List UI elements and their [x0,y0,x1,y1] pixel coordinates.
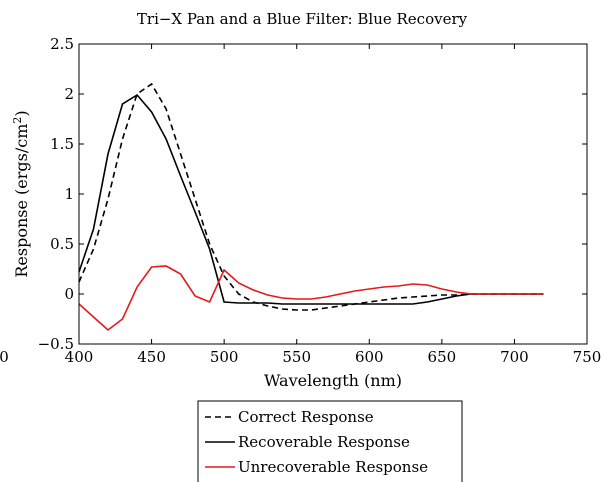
series-line-3 [78,265,544,332]
y-tick-label: 0 [64,285,74,303]
y-tick-label: 2 [64,85,74,103]
x-tick-label: 650 [428,348,457,366]
y-tick-label: −0.5 [38,335,74,353]
y-tick-label: 0.5 [50,235,74,253]
stray-tick-label: 0 [0,348,9,366]
x-tick-label: 450 [137,348,166,366]
x-tick-label: 750 [573,348,602,366]
x-tick-label: 400 [65,348,94,366]
x-axis-label: Wavelength (nm) [264,371,402,390]
legend-label-2: Recoverable Response [238,433,410,451]
series-line-2 [78,93,544,305]
y-axis-label-main: Response (ergs/cm [12,124,31,278]
y-tick-label: 1.5 [50,135,74,153]
y-tick-label: 2.5 [50,35,74,53]
x-tick-label: 550 [282,348,311,366]
legend-label-3: Unrecoverable Response [238,458,428,476]
x-tick-label: 600 [355,348,384,366]
legend-label-1: Correct Response [238,408,374,426]
chart-title: Tri−X Pan and a Blue Filter: Blue Recove… [137,10,468,28]
series-line-1 [78,82,544,311]
legend-box [197,400,463,482]
y-axis-label-superscript: 2 [11,117,24,124]
x-tick-label: 500 [210,348,239,366]
y-axis: −0.5 0 0.5 1 1.5 2 2.5 [38,35,587,353]
series-layer [78,82,544,332]
y-axis-label-end: ) [12,110,31,116]
x-tick-label: 700 [500,348,529,366]
x-axis: 400 450 500 550 600 650 700 750 [65,44,602,366]
y-axis-label: Response (ergs/cm2) [11,110,31,277]
y-tick-label: 1 [64,185,74,203]
legend: Correct Response Recoverable Response Unre… [197,400,463,482]
